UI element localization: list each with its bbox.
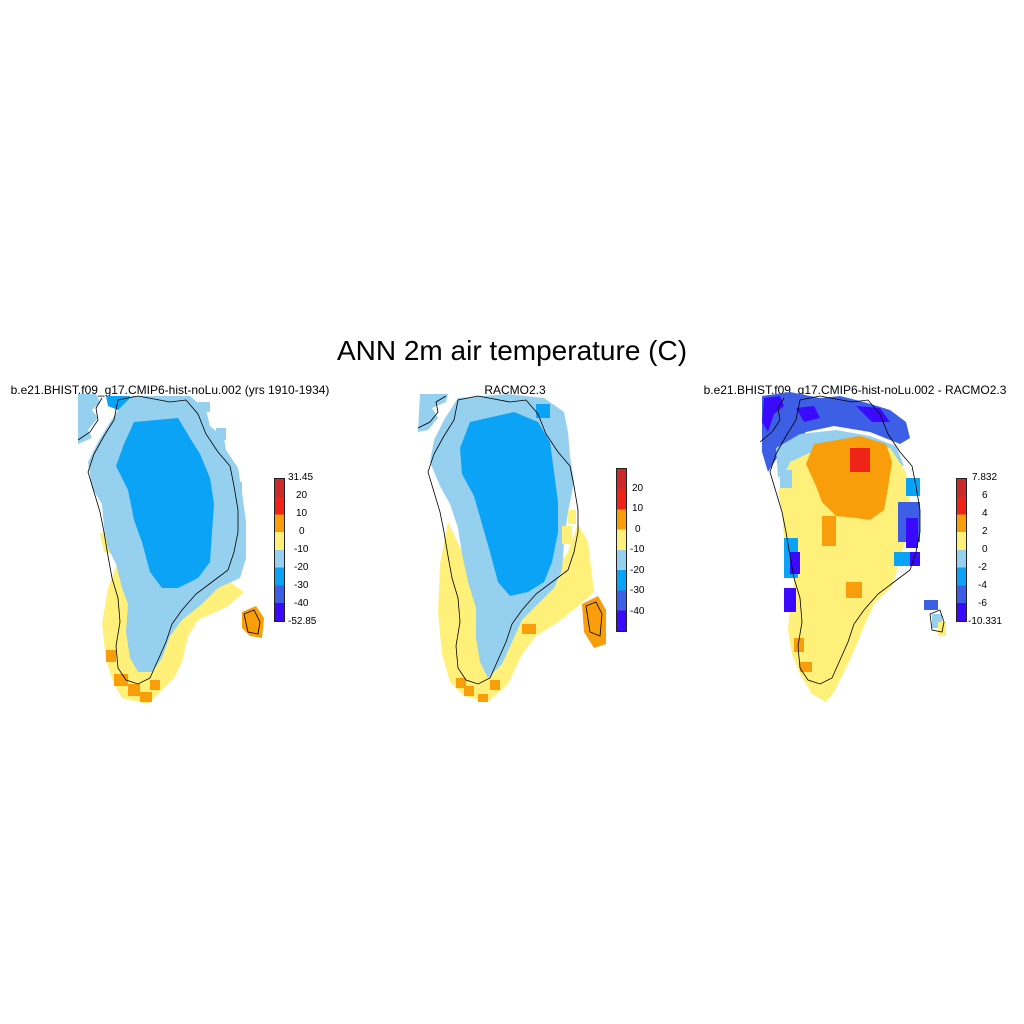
colorbar-label: -30	[294, 580, 309, 591]
panel-3-colorbar: 7.832 6 4 2 0 -2 -4 -6 -10.331	[956, 472, 1018, 627]
colorbar-label: -6	[978, 598, 987, 609]
colorbar-label: -20	[630, 565, 645, 576]
colorbar-label: 0	[982, 544, 988, 555]
colorbar-label: 20	[632, 483, 644, 494]
panel-1-map	[78, 394, 264, 704]
colorbar-swatch	[616, 468, 627, 632]
colorbar-label: -40	[630, 606, 645, 617]
colorbar-label: 4	[982, 508, 988, 519]
colorbar-label: -4	[978, 580, 987, 591]
colorbar-label: 0	[299, 526, 305, 537]
colorbar-label: -52.85	[288, 616, 317, 627]
panel-3-map	[760, 392, 946, 702]
colorbar-label: 31.45	[288, 472, 314, 483]
colorbar-label: -10	[630, 544, 645, 555]
colorbar-label: 10	[296, 508, 308, 519]
colorbar-label: 20	[296, 490, 308, 501]
colorbar-label: -10	[294, 544, 309, 555]
colorbar-label: -2	[978, 562, 987, 573]
colorbar-label: -30	[630, 585, 645, 596]
panel-1-title: b.e21.BHIST.f09_g17.CMIP6-hist-noLu.002 …	[10, 383, 330, 397]
colorbar-swatch	[274, 478, 285, 622]
colorbar-label: 2	[982, 526, 988, 537]
colorbar-label: 6	[982, 490, 988, 501]
panel-2-map	[418, 394, 606, 702]
figure-title: ANN 2m air temperature (C)	[336, 335, 688, 366]
panel-3-title: b.e21.BHIST.f09_g17.CMIP6-hist-noLu.002 …	[703, 383, 1007, 397]
colorbar-label: -20	[294, 562, 309, 573]
colorbar-label: 0	[635, 524, 641, 535]
colorbar-label: -40	[294, 598, 309, 609]
colorbar-swatch	[956, 478, 967, 622]
panel-2-colorbar: 20 10 0 -10 -20 -30 -40	[616, 468, 666, 632]
colorbar-label: -10.331	[968, 616, 1002, 627]
panel-2-title: RACMO2.3	[484, 383, 546, 397]
colorbar-label: 7.832	[972, 472, 998, 483]
panel-1-colorbar: 31.45 20 10 0 -10 -20 -30 -40 -52.85	[274, 472, 334, 627]
colorbar-label: 10	[632, 503, 644, 514]
